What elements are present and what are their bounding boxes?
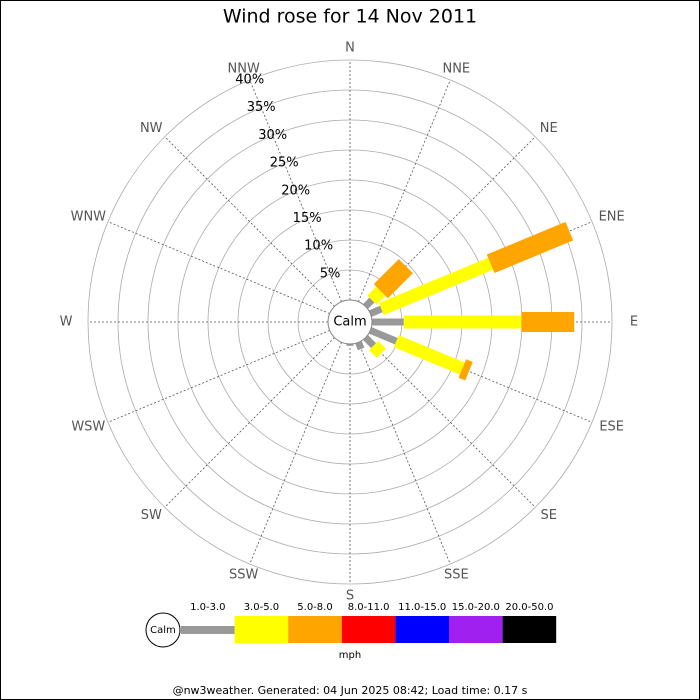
bar-segment bbox=[368, 305, 383, 317]
direction-label: NNE bbox=[442, 61, 470, 76]
legend-swatch bbox=[288, 616, 342, 643]
ring-label: 25% bbox=[270, 156, 299, 171]
legend-label: 8.0-11.0 bbox=[348, 602, 390, 613]
bar-segment bbox=[486, 221, 574, 273]
legend-label: 5.0-8.0 bbox=[297, 602, 332, 613]
spoke bbox=[358, 342, 451, 565]
direction-label: SSW bbox=[229, 568, 259, 583]
bar-segment bbox=[363, 335, 377, 349]
legend-swatch bbox=[449, 616, 503, 643]
legend-swatch bbox=[395, 616, 449, 643]
bar-segment bbox=[372, 318, 404, 326]
spoke bbox=[365, 337, 536, 508]
ring-label: 20% bbox=[281, 183, 310, 198]
legend-swatch bbox=[502, 616, 557, 643]
bar-segment bbox=[355, 340, 365, 351]
spoke bbox=[164, 337, 335, 508]
ring-label: 30% bbox=[258, 128, 287, 143]
legend-swatch bbox=[341, 616, 396, 643]
ring bbox=[87, 59, 613, 585]
bar-segment bbox=[458, 359, 473, 381]
bar-segment bbox=[521, 312, 575, 332]
spoke bbox=[107, 330, 330, 423]
calm-label: Calm bbox=[333, 315, 366, 330]
legend-label: 15.0-20.0 bbox=[452, 602, 500, 613]
direction-label: SE bbox=[541, 508, 557, 523]
direction-label: W bbox=[60, 315, 73, 330]
calm-circle bbox=[327, 299, 373, 345]
ring-label: 10% bbox=[304, 239, 333, 254]
bar-segment bbox=[346, 344, 354, 346]
direction-label: WNW bbox=[71, 210, 107, 225]
legend-calm-label: Calm bbox=[150, 625, 176, 636]
ring-label: 35% bbox=[247, 100, 276, 115]
legend-label: 1.0-3.0 bbox=[190, 602, 225, 613]
spoke bbox=[358, 79, 451, 302]
bar-segment bbox=[378, 257, 494, 315]
legend-label: 20.0-50.0 bbox=[505, 602, 553, 613]
direction-label: WSW bbox=[71, 419, 105, 434]
legend-label: 11.0-15.0 bbox=[398, 602, 446, 613]
direction-label: NE bbox=[540, 121, 558, 136]
direction-label: SSE bbox=[444, 568, 469, 583]
bar-segment bbox=[369, 341, 386, 358]
direction-label: ESE bbox=[599, 419, 624, 434]
bar-segment bbox=[393, 335, 465, 375]
legend-swatch bbox=[181, 626, 235, 634]
legend-unit: mph bbox=[339, 650, 361, 661]
direction-label: N bbox=[345, 41, 355, 56]
spoke bbox=[249, 342, 342, 565]
bar-segment bbox=[368, 327, 398, 345]
spoke bbox=[164, 136, 335, 307]
legend-label: 3.0-5.0 bbox=[244, 602, 279, 613]
direction-label: NNW bbox=[228, 61, 260, 76]
bar-segment bbox=[363, 297, 375, 309]
direction-label: E bbox=[630, 315, 638, 330]
spoke bbox=[249, 79, 342, 302]
footer: @nw3weather. Generated: 04 Jun 2025 08:4… bbox=[173, 684, 528, 697]
legend-calm bbox=[145, 612, 181, 648]
bar-segment bbox=[367, 286, 386, 305]
spoke bbox=[107, 221, 330, 314]
ring-label: 15% bbox=[293, 211, 322, 226]
ring-label: 5% bbox=[320, 266, 341, 281]
direction-label: ENE bbox=[599, 210, 625, 225]
ring-label: 40% bbox=[235, 72, 264, 87]
chart-title: Wind rose for 14 Nov 2011 bbox=[223, 6, 477, 28]
direction-label: S bbox=[346, 589, 354, 604]
legend-swatch bbox=[234, 616, 289, 643]
direction-label: NW bbox=[140, 121, 163, 136]
bar-segment bbox=[373, 259, 413, 299]
direction-label: SW bbox=[141, 508, 162, 523]
bar-segment bbox=[403, 315, 522, 329]
